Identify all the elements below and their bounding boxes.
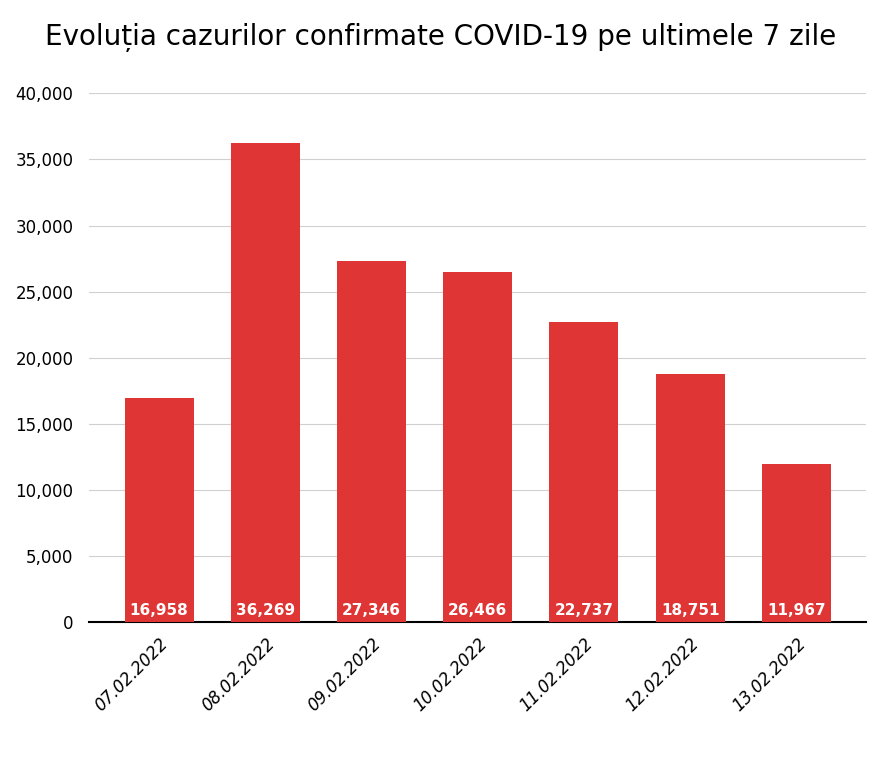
Bar: [443, 272, 513, 622]
Text: 11,967: 11,967: [767, 604, 826, 619]
Bar: [762, 464, 830, 622]
Bar: [230, 142, 300, 622]
Bar: [655, 374, 725, 622]
Text: Evoluția cazurilor confirmate COVID-19 pe ultimele 7 zile: Evoluția cazurilor confirmate COVID-19 p…: [45, 23, 836, 52]
Text: 26,466: 26,466: [448, 604, 507, 619]
Text: 16,958: 16,958: [129, 604, 188, 619]
Bar: [125, 398, 194, 622]
Bar: [549, 321, 619, 622]
Text: 36,269: 36,269: [236, 604, 295, 619]
Text: 27,346: 27,346: [342, 604, 401, 619]
Bar: [337, 261, 406, 622]
Text: 18,751: 18,751: [661, 604, 720, 619]
Text: 22,737: 22,737: [555, 604, 613, 619]
